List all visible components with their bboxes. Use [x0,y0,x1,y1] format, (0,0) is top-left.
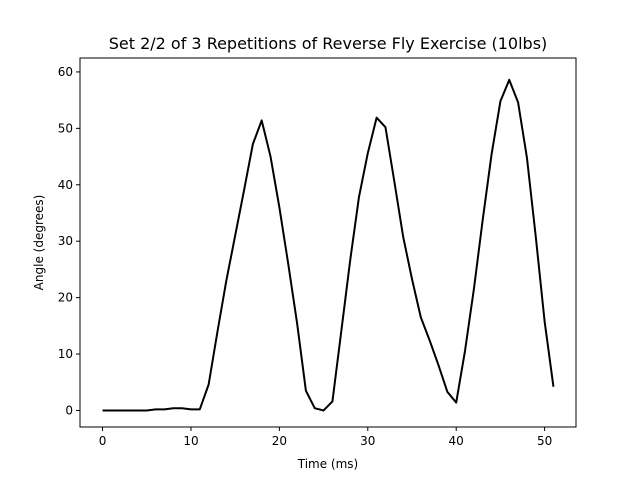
series-layer [102,78,555,412]
y-axis-title: Angle (degrees) [32,195,46,291]
x-tick-label: 0 [99,434,107,448]
series-line-0 [102,78,555,412]
y-tick-label: 10 [58,347,73,361]
x-axis-ticks: 0 10 20 30 40 50 [99,427,552,448]
y-tick-label: 60 [58,65,73,79]
chart-title: Set 2/2 of 3 Repetitions of Reverse Fly … [109,34,548,53]
y-axis-ticks: 0 10 20 30 40 50 60 [58,65,80,417]
y-tick-label: 40 [58,178,73,192]
x-tick-label: 10 [183,434,198,448]
y-tick-label: 0 [65,403,73,417]
y-tick-label: 30 [58,234,73,248]
x-axis-title: Time (ms) [297,457,359,471]
x-tick-label: 30 [360,434,375,448]
y-tick-label: 50 [58,121,73,135]
x-tick-label: 20 [272,434,287,448]
x-tick-label: 40 [449,434,464,448]
x-tick-label: 50 [537,434,552,448]
plot-frame [79,57,577,428]
y-tick-label: 20 [58,291,73,305]
